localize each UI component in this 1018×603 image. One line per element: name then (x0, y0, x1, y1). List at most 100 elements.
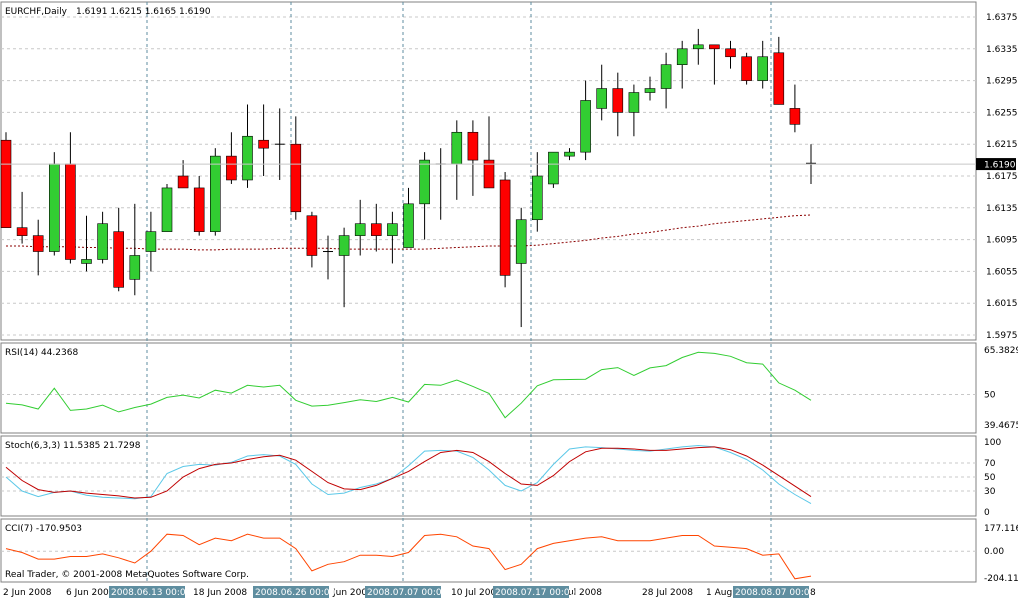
candle-body (306, 215, 318, 256)
rsi-tick-label: 50 (984, 391, 996, 401)
price-symbol-label: EURCHF,Daily (5, 7, 68, 17)
time-axis-label: 1 Aug 2008 (706, 588, 758, 598)
candle-body (258, 139, 269, 149)
copyright-text: Real Trader, © 2001-2008 MetaQuotes Soft… (5, 570, 249, 580)
price-tick-label: 1.5975 (986, 331, 1018, 341)
time-axis-label: 22 Jul 2008 (551, 588, 602, 598)
time-axis-label: 18 Jun 2008 (193, 588, 247, 598)
time-axis-label: 28 Jul 2008 (642, 588, 693, 598)
candle-body (370, 223, 382, 236)
price-tick-label: 1.6095 (986, 236, 1018, 246)
candle-body (387, 223, 398, 236)
time-marker-label: 2008.08.07 00:00 (735, 588, 816, 598)
time-marker-label: 2008.06.13 00:00 (111, 588, 192, 598)
candle-body (210, 155, 221, 232)
candle-body (612, 88, 624, 113)
price-tick-label: 1.6335 (986, 45, 1018, 55)
time-marker-label: 2008.07.17 00:00 (495, 588, 576, 598)
candle-body (548, 151, 559, 185)
candle-body (81, 259, 92, 264)
candle-body (0, 139, 12, 228)
candle-body (32, 235, 44, 252)
candle-body (709, 44, 720, 50)
candle-body (741, 56, 752, 81)
stoch-tick-label: 70 (984, 459, 996, 469)
candle-body (596, 88, 608, 109)
ma-line (6, 214, 812, 251)
panel-stoch (0, 435, 977, 517)
price-tick-label: 1.6215 (986, 140, 1018, 150)
candle-body (580, 100, 591, 153)
candle-body (676, 48, 688, 65)
current-price-label: 1.6190 (984, 161, 1016, 171)
candle-body (515, 219, 527, 264)
candle-body (403, 203, 414, 248)
candle-body (757, 56, 769, 81)
cci-tick-label: 0.00 (984, 547, 1004, 557)
price-tick-label: 1.6375 (986, 13, 1018, 23)
price-tick-label: 1.6175 (986, 172, 1018, 182)
candle-body (226, 155, 237, 181)
time-axis-label: 10 Jul 2008 (451, 588, 502, 598)
stoch-tick-label: 50 (984, 473, 996, 483)
stoch-label: Stoch(6,3,3) 11.5385 21.7298 (5, 441, 141, 451)
time-marker-box (365, 586, 441, 598)
time-marker-label: 2008.07.07 00:00 (367, 588, 448, 598)
rsi-tick-label: 39.4675 (984, 421, 1018, 431)
candle-body (113, 231, 124, 288)
stoch-tick-label: 100 (984, 438, 1001, 448)
candle-body (692, 44, 704, 50)
candle-body (16, 227, 28, 236)
time-axis-tail: 8 (810, 588, 816, 598)
time-axis-label: 2 Jun 2008 (3, 588, 52, 598)
candle-body (129, 255, 141, 280)
candle-body (531, 175, 543, 221)
candle-body (145, 231, 157, 252)
cci-tick-label: -204.1132 (984, 574, 1018, 584)
candle-body (97, 223, 108, 260)
price-ohlc-label: 1.6191 1.6215 1.6165 1.6190 (76, 7, 211, 17)
current-price-box (976, 158, 1016, 171)
candle-body (193, 187, 205, 232)
stoch-tick-label: 30 (984, 487, 996, 497)
candle-body (290, 143, 302, 213)
candle-body (161, 187, 173, 232)
cci-label: CCI(7) -170.9503 (5, 524, 82, 534)
price-tick-label: 1.6135 (986, 204, 1018, 214)
candle-body (354, 223, 366, 236)
candle-body (660, 64, 672, 89)
candle-body (65, 163, 76, 260)
candle-body (628, 92, 640, 113)
candle-body (725, 48, 736, 58)
rsi-label: RSI(14) 44.2368 (5, 348, 78, 358)
candle-body (644, 88, 656, 93)
time-marker-label: 2008.06.26 00:00 (255, 588, 336, 598)
candle-body (242, 135, 253, 181)
cci-tick-label: 177.1163 (984, 524, 1018, 534)
candle-body (467, 131, 479, 161)
candle-body (773, 52, 785, 105)
candle-body (338, 235, 350, 256)
price-tick-label: 1.6055 (986, 267, 1018, 277)
time-axis-label: Jun 2008 (332, 588, 373, 598)
candle-body (499, 179, 511, 276)
stoch-signal-line (5, 446, 812, 499)
time-marker-box (253, 586, 329, 598)
candle-body (564, 151, 575, 157)
time-marker-box (109, 586, 185, 598)
candle-body (419, 159, 430, 205)
candle-body (48, 163, 60, 252)
candle-body (483, 159, 495, 189)
time-marker-box (493, 586, 569, 598)
price-tick-label: 1.6015 (986, 299, 1018, 309)
price-tick-label: 1.6255 (986, 108, 1018, 118)
candle-body (451, 131, 463, 165)
cci-line (5, 533, 812, 580)
panel-rsi (0, 342, 977, 434)
rsi-line (5, 351, 812, 419)
candle-body (177, 175, 189, 189)
candle-body (789, 108, 801, 125)
stoch-tick-label: 0 (984, 508, 990, 518)
